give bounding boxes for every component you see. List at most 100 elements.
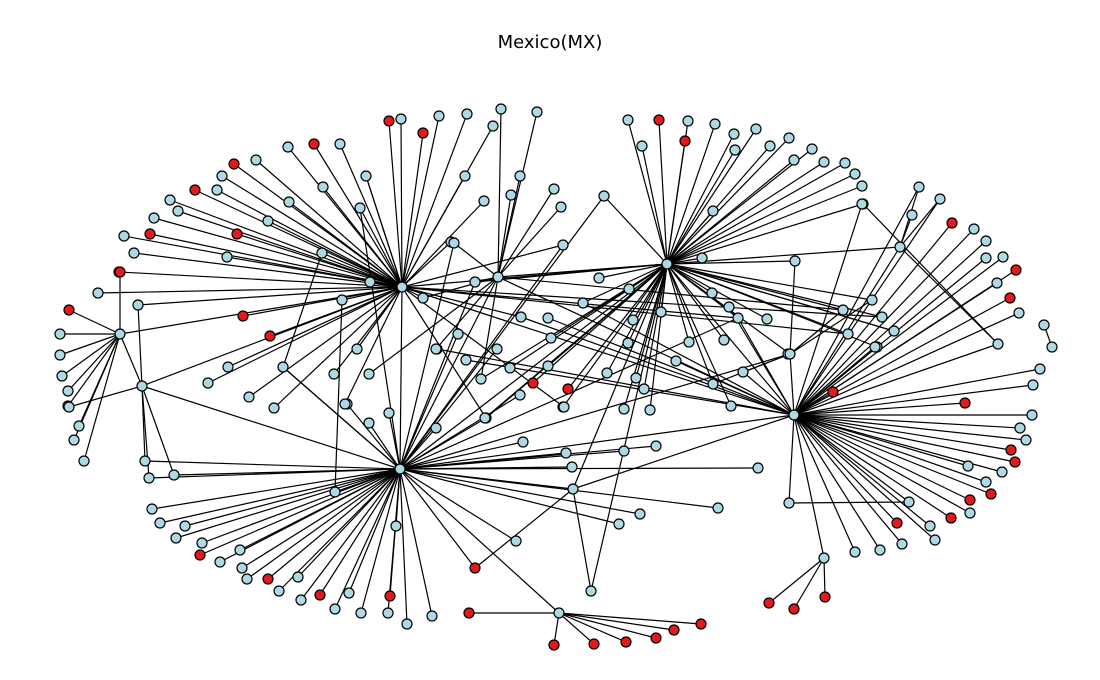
graph-node bbox=[593, 272, 605, 284]
graph-node bbox=[128, 247, 140, 259]
graph-node bbox=[216, 170, 228, 182]
graph-node-highlighted bbox=[308, 138, 320, 150]
graph-edge bbox=[666, 133, 735, 265]
graph-node bbox=[114, 328, 126, 340]
graph-edge bbox=[793, 414, 969, 467]
graph-edge bbox=[344, 286, 403, 405]
graph-edge bbox=[248, 286, 403, 398]
graph-node bbox=[336, 294, 348, 306]
graph-edge bbox=[862, 203, 999, 345]
graph-edge bbox=[603, 195, 668, 265]
graph-node bbox=[505, 189, 517, 201]
graph-node bbox=[504, 362, 516, 374]
graph-edge bbox=[474, 488, 574, 569]
graph-node-highlighted bbox=[463, 607, 475, 619]
graph-edge bbox=[59, 333, 121, 356]
graph-node bbox=[517, 436, 529, 448]
graph-edge bbox=[666, 263, 849, 335]
graph-node-highlighted bbox=[189, 184, 201, 196]
graph-edge bbox=[239, 468, 401, 551]
graph-node bbox=[317, 181, 329, 193]
graph-node-highlighted bbox=[194, 549, 206, 561]
graph-node bbox=[78, 455, 90, 467]
graph-node bbox=[784, 348, 796, 360]
graph-edge bbox=[401, 241, 452, 288]
graph-node bbox=[328, 368, 340, 380]
graph-node bbox=[1020, 434, 1032, 446]
graph-edge bbox=[793, 414, 910, 503]
graph-node bbox=[68, 434, 80, 446]
graph-node bbox=[154, 517, 166, 529]
graph-edge bbox=[401, 175, 466, 288]
graph-edge bbox=[401, 286, 883, 318]
graph-edge bbox=[278, 468, 401, 592]
graph-edge bbox=[334, 299, 343, 493]
graph-node bbox=[531, 106, 543, 118]
graph-node bbox=[382, 607, 394, 619]
graph-edge bbox=[497, 188, 555, 278]
graph-node bbox=[585, 585, 597, 597]
graph-node bbox=[461, 108, 473, 120]
graph-edge bbox=[334, 468, 401, 493]
graph-node bbox=[390, 520, 402, 532]
graph-edge bbox=[480, 263, 668, 380]
graph-edge bbox=[67, 333, 121, 407]
graph-edge bbox=[666, 263, 725, 341]
graph-edge bbox=[401, 200, 485, 288]
graph-node bbox=[143, 472, 155, 484]
graph-edge bbox=[793, 414, 856, 553]
graph-node bbox=[164, 194, 176, 206]
graph-edge bbox=[497, 108, 502, 278]
graph-node bbox=[250, 154, 262, 166]
graph-node bbox=[316, 247, 328, 259]
graph-node bbox=[179, 520, 191, 532]
graph-node bbox=[273, 585, 285, 597]
graph-node bbox=[913, 181, 925, 193]
graph-edge bbox=[793, 384, 1034, 416]
graph-edge bbox=[497, 206, 562, 278]
graph-edge bbox=[333, 286, 403, 375]
graph-edge bbox=[572, 414, 795, 490]
graph-node bbox=[383, 407, 395, 419]
graph-node bbox=[964, 507, 976, 519]
graph-node bbox=[433, 110, 445, 122]
graph-edge bbox=[297, 468, 401, 578]
graph-edge bbox=[666, 161, 825, 265]
graph-edge bbox=[137, 304, 143, 387]
graph-node bbox=[1038, 319, 1050, 331]
graph-edge bbox=[793, 222, 953, 416]
graph-edge bbox=[395, 468, 401, 527]
graph-node bbox=[706, 287, 718, 299]
graph-edge bbox=[793, 414, 952, 519]
graph-node bbox=[62, 385, 74, 397]
graph-edge bbox=[241, 468, 401, 569]
graph-node bbox=[430, 343, 442, 355]
graph-node bbox=[343, 587, 355, 599]
graph-node bbox=[56, 370, 68, 382]
graph-edge bbox=[399, 468, 408, 625]
graph-edge bbox=[793, 557, 825, 610]
graph-edge bbox=[643, 263, 668, 390]
graph-node bbox=[839, 157, 851, 169]
graph-edge bbox=[666, 162, 846, 265]
graph-node bbox=[869, 341, 881, 353]
graph-node-highlighted bbox=[144, 228, 156, 240]
graph-edge bbox=[793, 414, 1021, 429]
graph-edge bbox=[590, 263, 668, 592]
graph-edge bbox=[485, 263, 668, 419]
graph-node bbox=[292, 571, 304, 583]
graph-node bbox=[764, 140, 776, 152]
graph-edge bbox=[567, 263, 668, 390]
graph-node bbox=[750, 123, 762, 135]
graph-node bbox=[510, 535, 522, 547]
graph-node bbox=[63, 401, 75, 413]
graph-node bbox=[479, 412, 491, 424]
graph-edge bbox=[666, 173, 856, 265]
graph-node-highlighted bbox=[788, 603, 800, 615]
graph-edge bbox=[793, 186, 920, 416]
graph-node-highlighted bbox=[1005, 444, 1017, 456]
graph-edge bbox=[282, 252, 323, 368]
graph-node bbox=[277, 361, 289, 373]
graph-edge bbox=[474, 263, 668, 283]
